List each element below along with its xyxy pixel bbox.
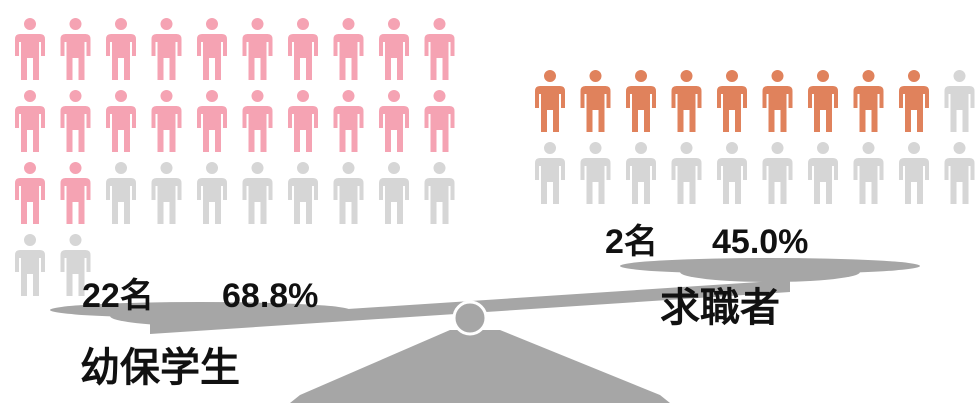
person-icon-filled xyxy=(808,70,838,132)
person-icon-empty xyxy=(535,142,565,204)
left-pan-base xyxy=(110,306,290,326)
person-icon-empty xyxy=(944,70,975,132)
person-icon-empty xyxy=(333,162,364,224)
person-icon-empty xyxy=(242,162,273,224)
person-icon-filled xyxy=(626,70,656,132)
person-icon-empty xyxy=(288,162,318,224)
balance-scale xyxy=(50,258,920,403)
left-label: 幼保学生 xyxy=(80,345,240,391)
person-icon-filled xyxy=(151,90,182,152)
person-icon-empty xyxy=(671,142,702,204)
person-icon-filled xyxy=(762,70,793,132)
person-icon-empty xyxy=(151,162,182,224)
person-icon-filled xyxy=(242,18,273,80)
person-icon-filled xyxy=(15,18,45,80)
right-pan-base xyxy=(680,262,860,282)
person-icon-filled xyxy=(15,162,45,224)
person-icon-filled xyxy=(424,90,455,152)
person-icon-empty xyxy=(944,142,975,204)
person-icon-empty xyxy=(424,162,455,224)
person-icon-empty xyxy=(626,142,656,204)
person-icon-empty xyxy=(106,162,136,224)
person-icon-filled xyxy=(60,162,91,224)
scale-pivot xyxy=(452,300,488,336)
person-icon-filled xyxy=(333,18,364,80)
person-icon-empty xyxy=(15,234,45,296)
person-icon-filled xyxy=(899,70,929,132)
person-icon-filled xyxy=(853,70,884,132)
left-count: 22名 xyxy=(82,277,154,315)
person-icon-filled xyxy=(197,18,227,80)
person-icon-empty xyxy=(717,142,747,204)
right-percent: 45.0% xyxy=(712,223,808,261)
scale-stand xyxy=(290,330,670,403)
person-icon-filled xyxy=(60,18,91,80)
person-icon-empty xyxy=(899,142,929,204)
person-icon-filled xyxy=(379,90,409,152)
person-icon-filled xyxy=(288,18,318,80)
person-icon-filled xyxy=(580,70,611,132)
person-icon-empty xyxy=(853,142,884,204)
person-icon-filled xyxy=(151,18,182,80)
right-label: 求職者 xyxy=(660,285,780,331)
person-icon-filled xyxy=(379,18,409,80)
person-icon-empty xyxy=(379,162,409,224)
person-icon-filled xyxy=(671,70,702,132)
pictogram xyxy=(15,18,975,296)
person-icon-empty xyxy=(580,142,611,204)
person-icon-filled xyxy=(333,90,364,152)
person-icon-empty xyxy=(197,162,227,224)
person-icon-filled xyxy=(15,90,45,152)
person-icon-filled xyxy=(242,90,273,152)
person-icon-filled xyxy=(535,70,565,132)
person-icon-empty xyxy=(808,142,838,204)
person-icon-filled xyxy=(60,90,91,152)
person-icon-empty xyxy=(762,142,793,204)
person-icon-filled xyxy=(197,90,227,152)
person-icon-filled xyxy=(106,18,136,80)
person-icon-empty xyxy=(60,234,91,296)
right-count: 2名 xyxy=(605,223,658,261)
person-icon-filled xyxy=(424,18,455,80)
person-icon-filled xyxy=(717,70,747,132)
person-icon-filled xyxy=(288,90,318,152)
left-percent: 68.8% xyxy=(222,277,318,315)
person-icon-filled xyxy=(106,90,136,152)
